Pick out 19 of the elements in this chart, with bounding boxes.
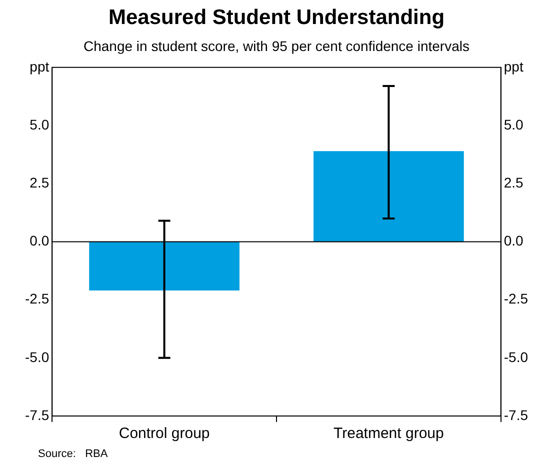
source-note: Source: RBA [38,448,108,460]
y2-tick-label: ppt [504,58,524,74]
y-tick-label: -5.0 [25,348,50,365]
y2-tick-label: -5.0 [504,348,528,365]
y2-tick-label: 0.0 [504,232,524,249]
x-tick-label: Treatment group [334,425,444,442]
y-tick-label: 0.0 [30,232,50,249]
x-tick-label: Control group [118,425,210,442]
chart-title: Measured Student Understanding [107,6,446,30]
y-tick-label: ppt [30,58,50,74]
y2-tick-label: 5.0 [504,116,524,132]
y-tick-label: -7.5 [25,406,50,423]
chart-subtitle: Change in student score, with 95 per cent confidence intervals [82,38,470,54]
y2-tick-label: 2.5 [504,174,524,190]
y-tick-label: 2.5 [30,174,50,190]
y2-tick-label: -7.5 [504,406,528,423]
y2-tick-label: -2.5 [504,290,528,307]
y-tick-label: 5.0 [30,116,50,132]
y-tick-label: -2.5 [25,290,50,307]
